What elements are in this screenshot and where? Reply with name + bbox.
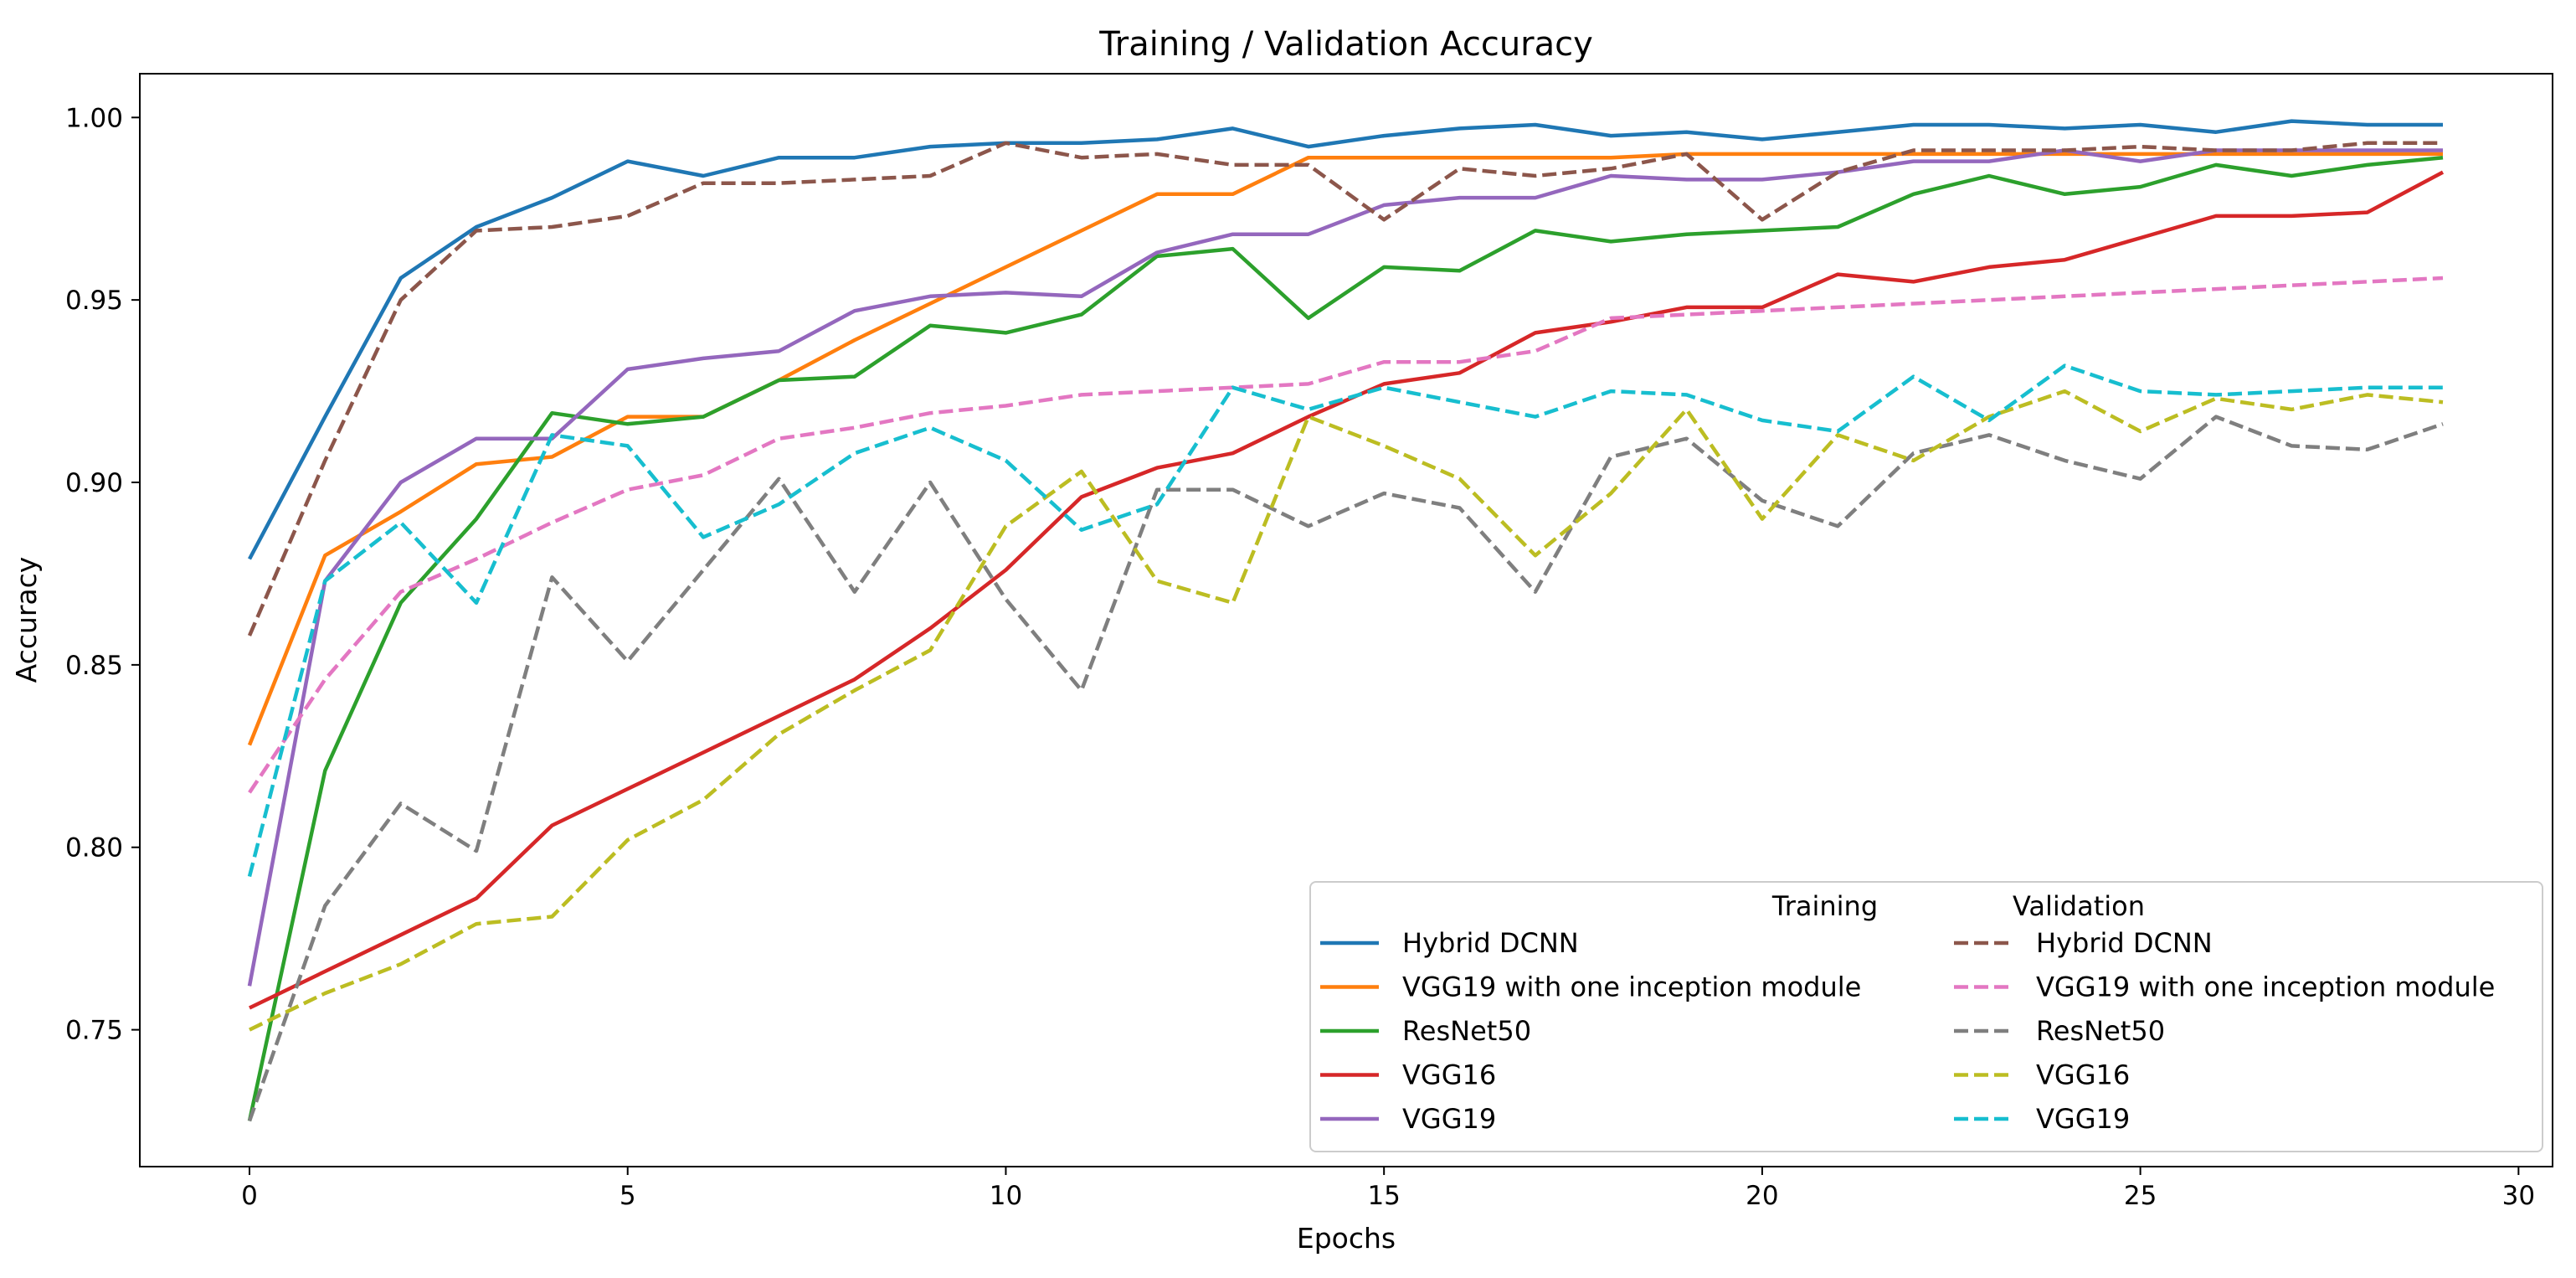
- x-tick-label: 20: [1746, 1181, 1778, 1211]
- x-tick-label: 10: [990, 1181, 1022, 1211]
- series-line-training-hybrid-dcnn: [248, 119, 2443, 560]
- x-tick-label: 25: [2124, 1181, 2157, 1211]
- series-line-validation-hybrid-dcnn: [247, 141, 2443, 636]
- y-tick-label: 0.90: [65, 468, 123, 498]
- y-tick-label: 0.85: [65, 651, 123, 681]
- series-line-training-resnet50: [247, 155, 2444, 1121]
- legend-label: VGG19 with one inception module: [1402, 971, 1861, 1003]
- series-line-validation-resnet50: [247, 415, 2444, 1122]
- legend-label: ResNet50: [2036, 1015, 2165, 1047]
- series-line-validation-vgg19-with-one-inception-module: [248, 276, 2444, 794]
- chart-title: Training / Validation Accuracy: [1098, 25, 1593, 64]
- legend-label: VGG16: [2036, 1059, 2130, 1091]
- y-axis-label: Accuracy: [10, 557, 43, 683]
- x-tick-label: 15: [1367, 1181, 1400, 1211]
- legend-label: ResNet50: [1402, 1015, 1531, 1047]
- plot-frame: [139, 73, 2553, 1167]
- legend: Training Validation Hybrid DCNN VGG19 wit…: [1309, 881, 2543, 1152]
- x-tick-label: 5: [620, 1181, 636, 1211]
- legend-label: VGG16: [1402, 1059, 1496, 1091]
- series-layer: [247, 119, 2445, 1122]
- legend-label: VGG19: [2036, 1103, 2130, 1135]
- y-axis-ticks: 0.75 0.80 0.85 0.90 0.95 1.00: [65, 103, 140, 1046]
- legend-entries: Hybrid DCNN VGG19 with one inception modu…: [1320, 927, 2495, 1135]
- series-line-training-vgg19: [247, 148, 2443, 987]
- legend-label: Hybrid DCNN: [2036, 927, 2213, 959]
- legend-box: [1309, 881, 2543, 1152]
- series-line-training-vgg16: [249, 170, 2445, 1010]
- x-tick-label: 0: [241, 1181, 258, 1211]
- y-tick-label: 1.00: [65, 103, 123, 133]
- y-tick-label: 0.80: [65, 833, 123, 863]
- legend-label: VGG19 with one inception module: [2036, 971, 2495, 1003]
- y-tick-label: 0.95: [65, 286, 123, 316]
- legend-label: Hybrid DCNN: [1402, 927, 1579, 959]
- legend-header-validation: Validation: [2013, 890, 2145, 922]
- x-tick-label: 30: [2502, 1181, 2535, 1211]
- series-line-validation-vgg16: [249, 389, 2444, 1032]
- legend-header-training: Training: [1771, 890, 1878, 922]
- series-line-validation-vgg19: [247, 363, 2443, 878]
- y-tick-label: 0.75: [65, 1016, 123, 1046]
- legend-label: VGG19: [1402, 1103, 1496, 1135]
- x-axis-ticks: 0 5 10 15 20 25 30: [241, 1167, 2535, 1211]
- x-axis-label: Epochs: [1297, 1222, 1396, 1255]
- plot-area: [139, 73, 2553, 1167]
